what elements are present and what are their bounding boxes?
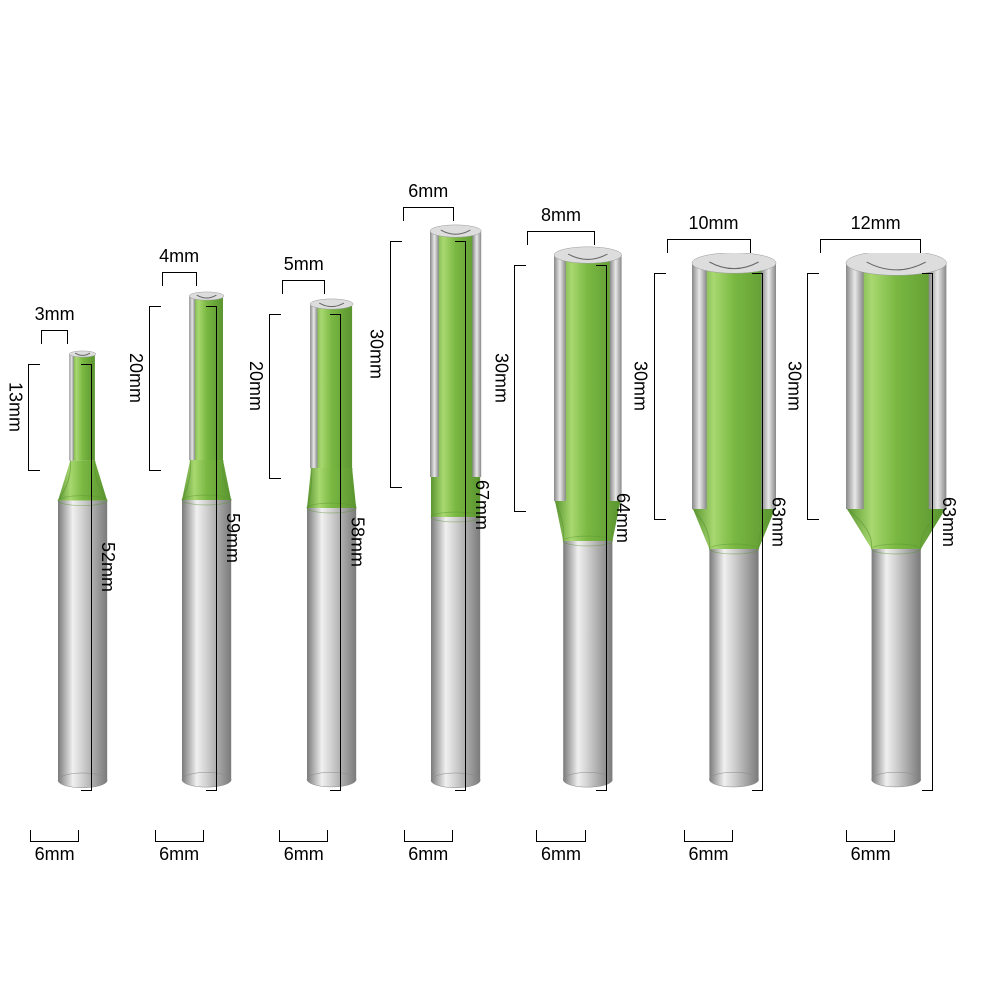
top-width-label-3: 6mm <box>408 181 448 202</box>
bit-group-6: 12mm30mm63mm6mm <box>811 253 980 830</box>
top-width-label-0: 3mm <box>35 304 75 325</box>
bit-group-5: 10mm30mm63mm6mm <box>658 253 812 830</box>
cut-length-label-1: 20mm <box>125 353 146 403</box>
shank-label-4: 6mm <box>541 844 581 865</box>
shank-label-0: 6mm <box>35 844 75 865</box>
cut-length-label-6: 30mm <box>783 361 804 411</box>
cut-length-label-4: 30mm <box>490 353 511 403</box>
total-length-label-4: 64mm <box>612 493 633 543</box>
total-length-label-0: 52mm <box>97 542 118 592</box>
top-width-label-6: 12mm <box>851 213 901 234</box>
shank-label-3: 6mm <box>408 844 448 865</box>
total-length-label-3: 67mm <box>471 480 492 530</box>
bit-group-4: 8mm30mm64mm6mm <box>518 245 657 830</box>
shank-label-2: 6mm <box>284 844 324 865</box>
bit-group-0: 3mm13mm52mm6mm <box>20 344 145 830</box>
shank-label-5: 6mm <box>689 844 729 865</box>
shank-label-6: 6mm <box>851 844 891 865</box>
total-length-label-6: 63mm <box>938 497 959 547</box>
top-width-label-5: 10mm <box>689 213 739 234</box>
top-width-label-4: 8mm <box>541 205 581 226</box>
top-width-label-2: 5mm <box>284 254 324 275</box>
cut-length-label-3: 30mm <box>366 329 387 379</box>
top-width-label-1: 4mm <box>159 246 199 267</box>
bit-group-3: 6mm30mm67mm6mm <box>394 221 519 830</box>
bits-container: 3mm13mm52mm6mm 4mm 20mm 59mm 6mm <box>20 170 980 830</box>
shank-label-1: 6mm <box>159 844 199 865</box>
cut-length-label-2: 20mm <box>245 361 266 411</box>
total-length-label-1: 59mm <box>222 513 243 563</box>
total-length-label-5: 63mm <box>768 497 789 547</box>
total-length-label-2: 58mm <box>346 517 367 567</box>
cut-length-label-5: 30mm <box>630 361 651 411</box>
cut-length-label-0: 13mm <box>4 382 25 432</box>
